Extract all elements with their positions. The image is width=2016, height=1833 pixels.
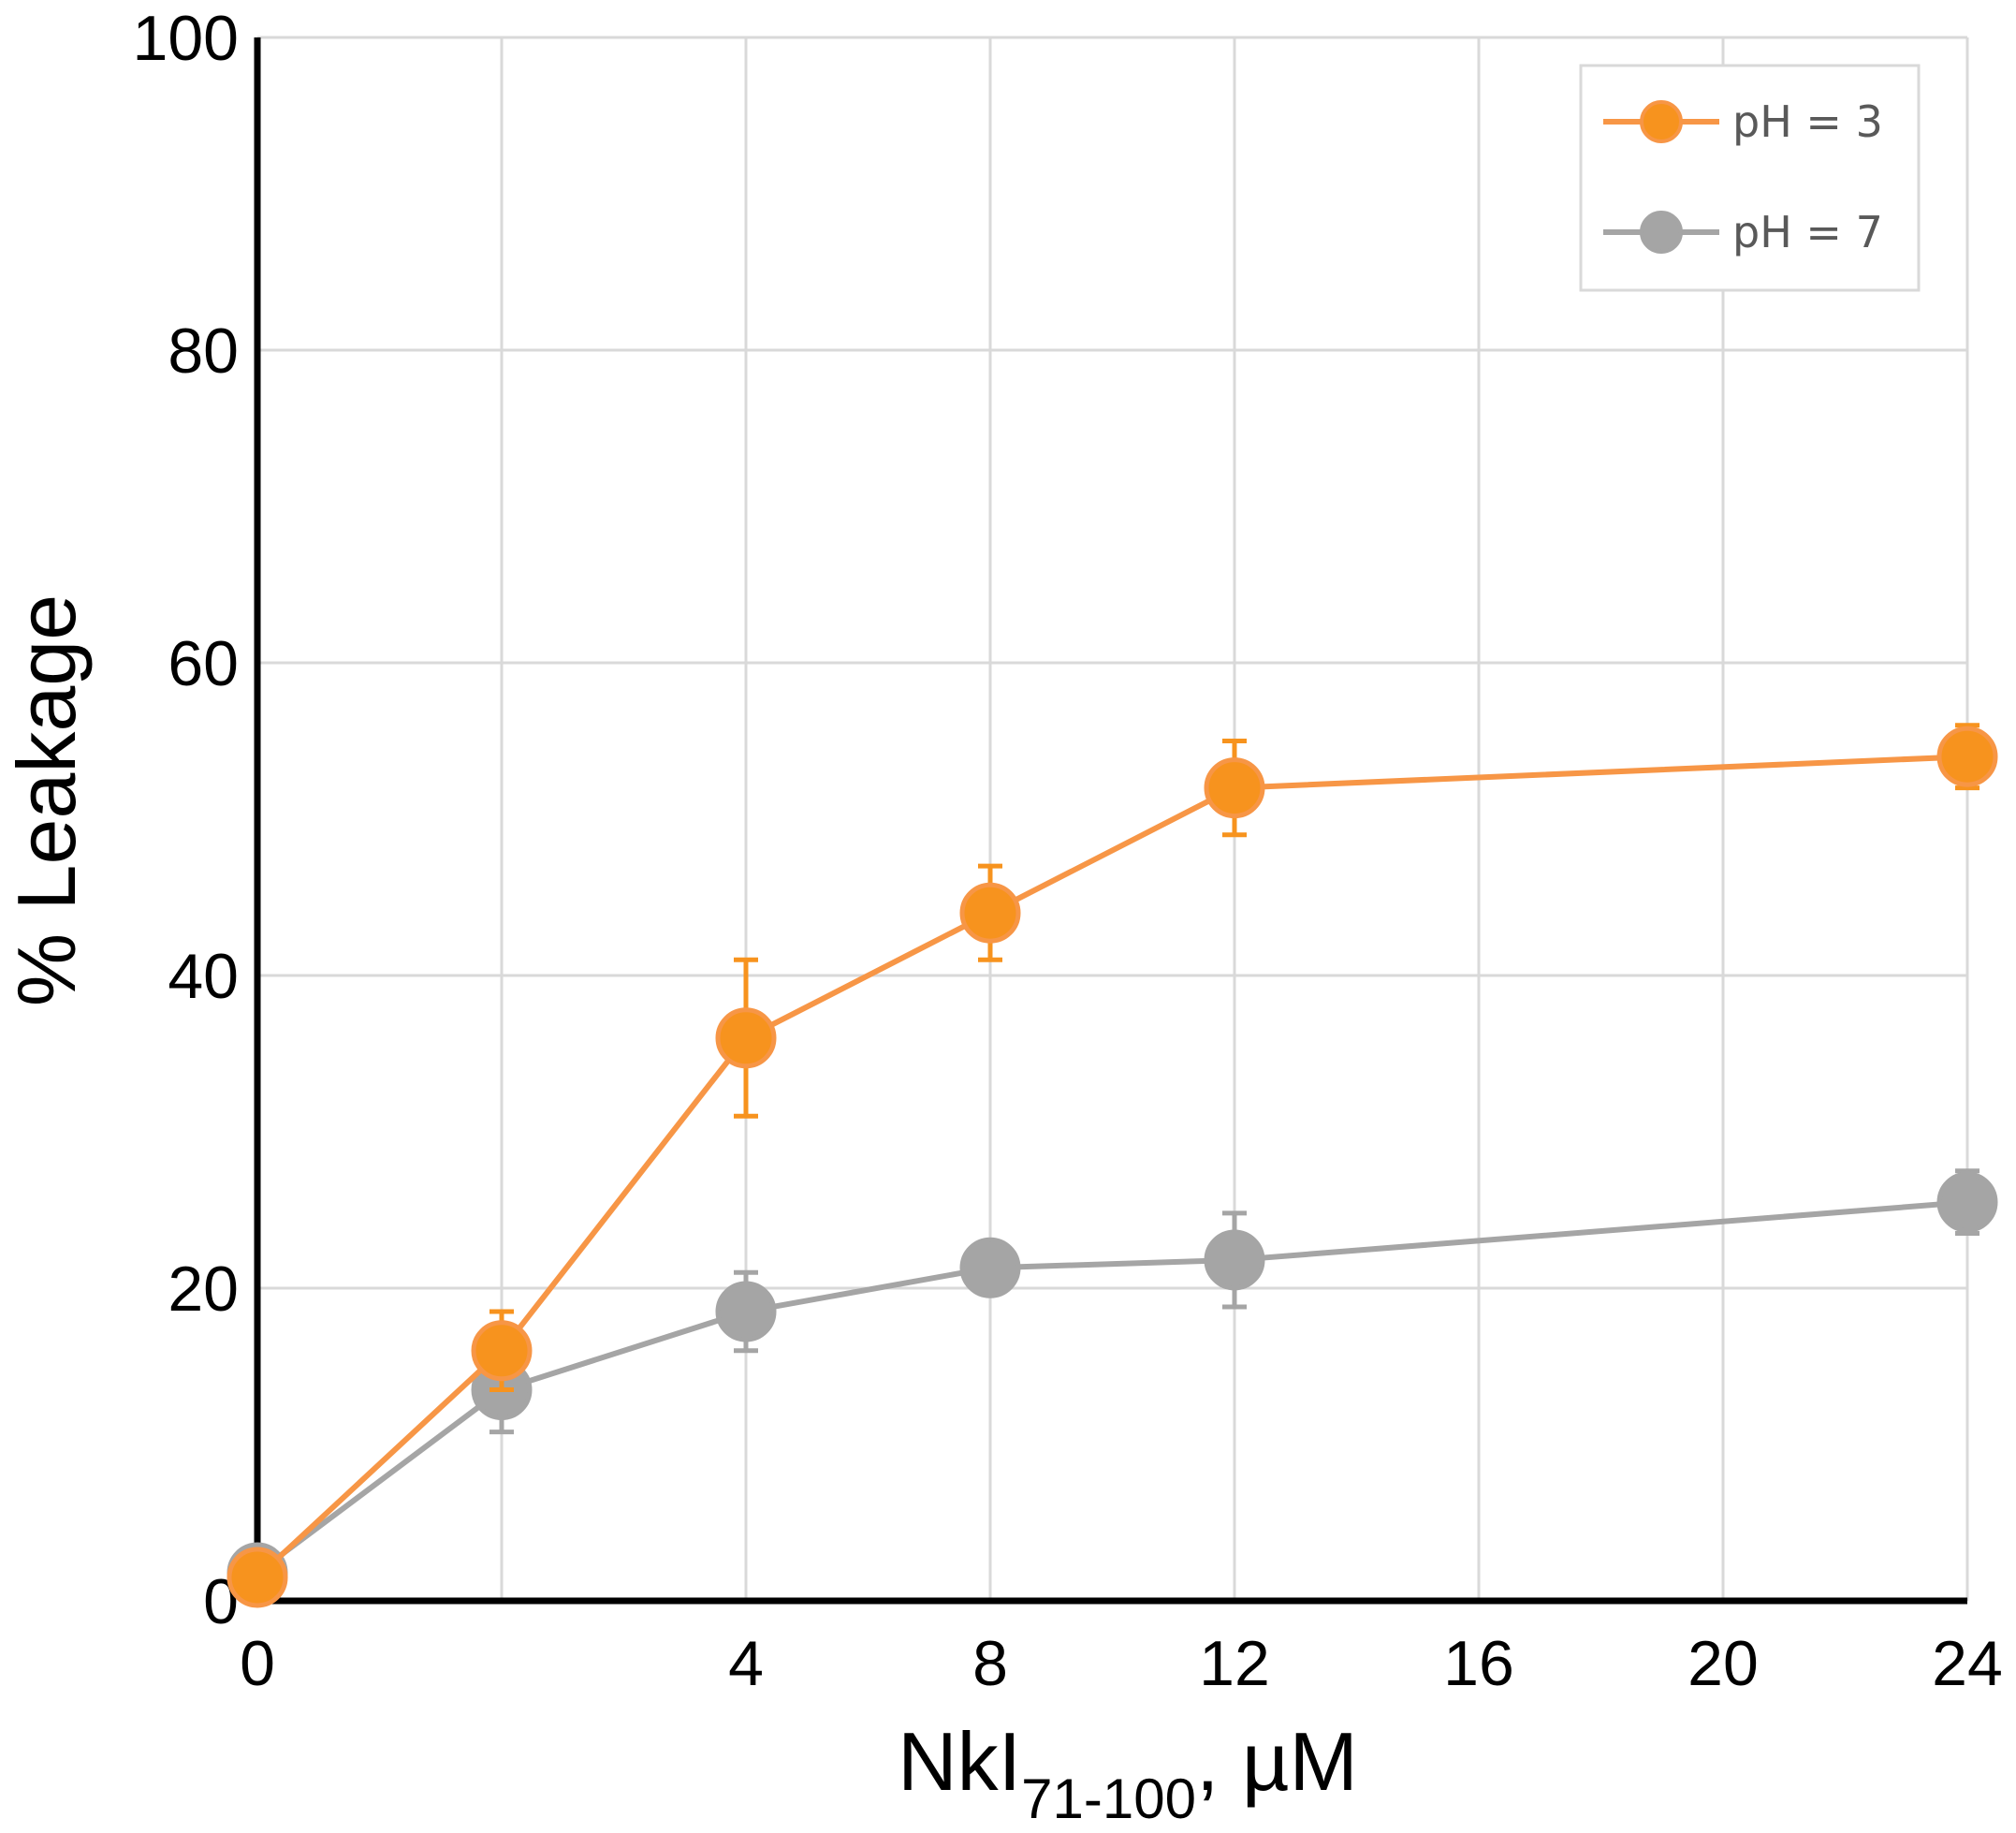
y-tick-label: 60 bbox=[168, 628, 239, 699]
x-axis-title: NkI71-100, µM bbox=[898, 1715, 1358, 1830]
x-tick-label: 0 bbox=[240, 1628, 275, 1699]
x-tick-label: 8 bbox=[972, 1628, 1008, 1699]
legend-box bbox=[1579, 64, 1921, 292]
data-series bbox=[226, 723, 1998, 1608]
x-tick-label: 4 bbox=[728, 1628, 764, 1699]
data-point bbox=[959, 1237, 1021, 1298]
y-tick-label: 40 bbox=[168, 941, 239, 1012]
series-ph3 bbox=[226, 723, 1998, 1608]
y-axis-title: % Leakage bbox=[0, 594, 93, 1006]
data-point bbox=[715, 1007, 777, 1069]
legend: pH = 3 pH = 7 bbox=[1579, 64, 1921, 292]
x-axis-title-subscript: 71-100 bbox=[1021, 1767, 1196, 1830]
legend-label-ph3: pH = 3 bbox=[1732, 96, 1883, 147]
series-line bbox=[255, 754, 1968, 1580]
data-point bbox=[959, 882, 1021, 944]
data-point bbox=[715, 1281, 777, 1342]
x-tick-label: 20 bbox=[1687, 1628, 1759, 1699]
y-tick-label: 100 bbox=[133, 3, 239, 74]
legend-marker-ph7 bbox=[1640, 211, 1683, 254]
x-tick-label: 24 bbox=[1932, 1628, 2003, 1699]
data-point bbox=[1204, 1229, 1265, 1291]
x-tick-label: 16 bbox=[1443, 1628, 1514, 1699]
x-tick-label: 12 bbox=[1199, 1628, 1270, 1699]
y-tick-label: 20 bbox=[168, 1254, 239, 1325]
axes bbox=[254, 37, 1967, 1605]
series-line bbox=[256, 1199, 1968, 1576]
series-ph7 bbox=[226, 1168, 1998, 1604]
y-tick-label: 80 bbox=[168, 315, 239, 387]
data-point bbox=[1936, 726, 1998, 787]
data-point bbox=[471, 1320, 533, 1382]
x-axis-title-suffix: , µM bbox=[1196, 1715, 1358, 1808]
data-point bbox=[1936, 1171, 1998, 1233]
data-point bbox=[226, 1547, 288, 1608]
legend-marker-ph3 bbox=[1640, 100, 1683, 143]
legend-label-ph7: pH = 7 bbox=[1732, 207, 1883, 257]
data-point bbox=[1204, 757, 1265, 819]
x-axis-title-main: NkI bbox=[898, 1715, 1021, 1808]
